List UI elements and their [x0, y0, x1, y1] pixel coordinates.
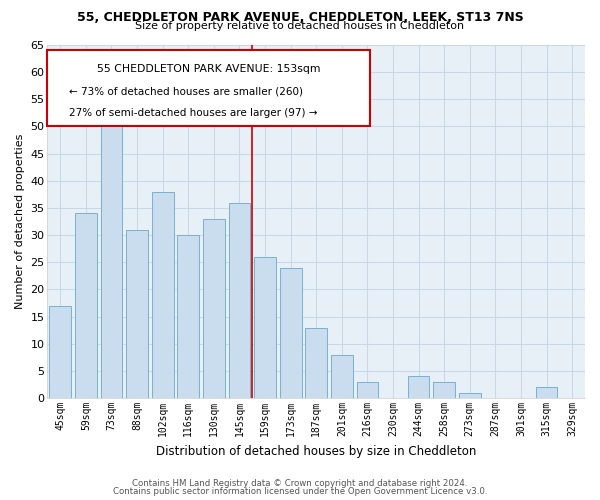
Bar: [75, 214, 97, 398]
X-axis label: Distribution of detached houses by size in Cheddleton: Distribution of detached houses by size …: [156, 444, 476, 458]
Text: ← 73% of detached houses are smaller (260): ← 73% of detached houses are smaller (26…: [69, 86, 303, 97]
Text: 55, CHEDDLETON PARK AVENUE, CHEDDLETON, LEEK, ST13 7NS: 55, CHEDDLETON PARK AVENUE, CHEDDLETON, …: [77, 11, 523, 24]
Text: 27% of semi-detached houses are larger (97) →: 27% of semi-detached houses are larger (…: [69, 108, 317, 118]
Bar: [280, 268, 302, 398]
Bar: [408, 376, 430, 398]
FancyBboxPatch shape: [47, 50, 370, 126]
Y-axis label: Number of detached properties: Number of detached properties: [15, 134, 25, 310]
Bar: [331, 354, 353, 398]
Text: Size of property relative to detached houses in Cheddleton: Size of property relative to detached ho…: [136, 21, 464, 31]
Bar: [305, 328, 327, 398]
Bar: [49, 306, 71, 398]
Bar: [152, 192, 173, 398]
Bar: [356, 382, 379, 398]
Bar: [178, 235, 199, 398]
Text: 55 CHEDDLETON PARK AVENUE: 153sqm: 55 CHEDDLETON PARK AVENUE: 153sqm: [97, 64, 320, 74]
Bar: [229, 202, 250, 398]
Bar: [459, 392, 481, 398]
Bar: [433, 382, 455, 398]
Bar: [101, 105, 122, 398]
Bar: [254, 257, 276, 398]
Text: Contains HM Land Registry data © Crown copyright and database right 2024.: Contains HM Land Registry data © Crown c…: [132, 478, 468, 488]
Bar: [203, 219, 225, 398]
Bar: [536, 388, 557, 398]
Bar: [126, 230, 148, 398]
Text: Contains public sector information licensed under the Open Government Licence v3: Contains public sector information licen…: [113, 487, 487, 496]
